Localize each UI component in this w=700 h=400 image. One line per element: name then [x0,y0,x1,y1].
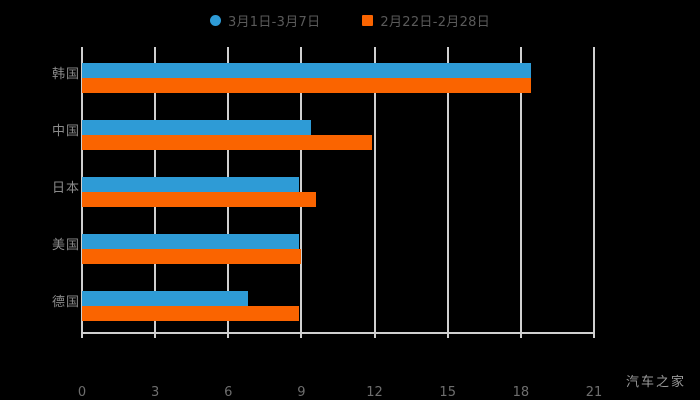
tickmark-6 [227,332,230,338]
chart-legend: 3月1日-3月7日 2月22日-2月28日 [0,8,700,32]
bar[interactable] [82,306,299,321]
legend-item-series-0[interactable]: 3月1日-3月7日 [209,11,321,30]
gridline-9 [300,47,303,332]
x-axis-line [81,332,595,334]
bar-group: 德国 [52,275,594,332]
x-tick-label-3: 3 [151,385,160,400]
gridline-18 [519,47,522,332]
x-tick-label-9: 9 [297,385,306,400]
bar[interactable] [82,249,302,264]
tickmark-21 [593,332,595,338]
category-label-1: 中国 [51,124,80,139]
plot-area: 韩国中国日本美国德国 0 3 6 9 12 15 18 21 [52,47,602,400]
tickmark-0 [81,332,83,338]
tickmark-12 [373,332,376,338]
tickmark-18 [519,332,522,338]
gridline-15 [446,47,449,332]
x-tick-label-12: 12 [366,385,383,400]
category-label-2: 日本 [51,181,80,196]
watermark: 汽车之家 [625,375,686,390]
x-tick-label-0: 0 [77,385,87,400]
bar[interactable] [82,192,317,207]
bar[interactable] [82,135,373,150]
bar-group: 中国 [52,104,594,161]
square-marker-icon [362,14,374,26]
category-label-4: 德国 [51,295,80,310]
tickmark-9 [300,332,303,338]
legend-label-series-0: 3月1日-3月7日 [227,14,321,30]
bar[interactable] [82,63,531,78]
x-tick-label-15: 15 [439,385,456,400]
legend-item-series-1[interactable]: 2月22日-2月28日 [362,11,490,30]
bar-group: 韩国 [52,47,594,104]
bar-group: 美国 [52,218,594,275]
gridline-21 [593,47,595,332]
bar[interactable] [82,291,248,306]
bar[interactable] [82,120,312,135]
circle-marker-icon [209,14,221,26]
x-tick-label-18: 18 [512,385,530,400]
tickmark-3 [154,332,157,338]
bar[interactable] [82,78,531,93]
category-label-0: 韩国 [51,67,80,82]
bar[interactable] [82,234,299,249]
gridline-12 [373,47,376,332]
bar[interactable] [82,177,299,192]
legend-label-series-1: 2月22日-2月28日 [380,14,491,30]
x-tick-label-6: 6 [224,385,233,400]
tickmark-15 [446,332,449,338]
category-label-3: 美国 [51,238,80,253]
bar-group: 日本 [52,161,594,218]
x-tick-label-21: 21 [585,385,603,400]
